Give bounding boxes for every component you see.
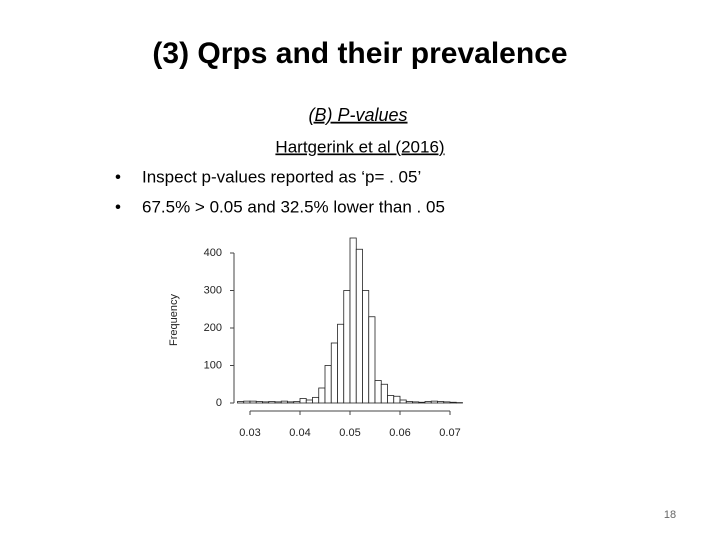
bar <box>363 291 369 404</box>
reference: Hartgerink et al (2016) <box>275 137 444 156</box>
bar <box>306 400 312 403</box>
x-tick-label: 0.03 <box>239 427 260 439</box>
bar <box>294 402 300 404</box>
bar <box>288 402 294 403</box>
bar <box>269 402 275 404</box>
bar <box>406 402 412 404</box>
bar <box>300 399 306 404</box>
bar <box>263 402 269 403</box>
bar <box>425 402 431 404</box>
bar <box>381 384 387 403</box>
y-axis-label: Frequency <box>168 294 180 346</box>
bullet-dot: • <box>115 167 121 186</box>
bar <box>444 402 450 403</box>
bar <box>313 397 319 403</box>
y-tick-label: 0 <box>216 397 222 409</box>
y-tick-label: 300 <box>204 284 222 296</box>
bar <box>275 402 281 403</box>
bar <box>350 238 356 403</box>
bar <box>281 401 287 403</box>
bar <box>325 366 331 404</box>
bullet-dot: • <box>115 197 121 216</box>
bar <box>356 249 362 403</box>
x-tick-label: 0.06 <box>389 427 410 439</box>
bar <box>431 401 437 403</box>
bullet: 67.5% > 0.05 and 32.5% lower than . 05 <box>142 197 445 216</box>
bar <box>331 343 337 403</box>
bar <box>338 324 344 403</box>
bar <box>400 400 406 403</box>
page-number: 18 <box>664 509 676 521</box>
bar <box>419 402 425 403</box>
bar <box>238 402 244 404</box>
bar <box>375 381 381 404</box>
bar <box>413 402 419 403</box>
bar <box>319 388 325 403</box>
slide-title: (3) Qrps and their prevalence <box>152 37 567 70</box>
x-tick-label: 0.05 <box>339 427 360 439</box>
bar <box>438 402 444 404</box>
bar <box>244 401 250 403</box>
bar <box>394 396 400 403</box>
bullet: Inspect p-values reported as ‘p= . 05’ <box>142 167 421 186</box>
x-tick-label: 0.04 <box>289 427 310 439</box>
bar <box>450 402 456 403</box>
bar <box>388 396 394 404</box>
y-tick-label: 200 <box>204 322 222 334</box>
bar <box>369 317 375 403</box>
x-tick-label: 0.07 <box>439 427 460 439</box>
bar <box>344 291 350 404</box>
y-tick-label: 400 <box>204 247 222 259</box>
bar <box>250 401 256 403</box>
bar <box>256 402 262 404</box>
y-tick-label: 100 <box>204 359 222 371</box>
subtitle: (B) P-values <box>308 105 407 125</box>
